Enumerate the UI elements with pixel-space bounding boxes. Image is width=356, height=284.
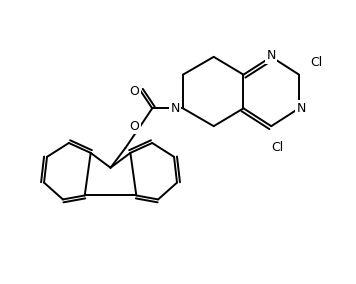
Text: O: O bbox=[129, 120, 139, 133]
Text: O: O bbox=[129, 85, 139, 98]
Text: N: N bbox=[170, 102, 180, 115]
Text: Cl: Cl bbox=[271, 141, 283, 154]
Text: N: N bbox=[267, 49, 276, 62]
Text: Cl: Cl bbox=[310, 56, 322, 69]
Text: N: N bbox=[296, 102, 306, 115]
